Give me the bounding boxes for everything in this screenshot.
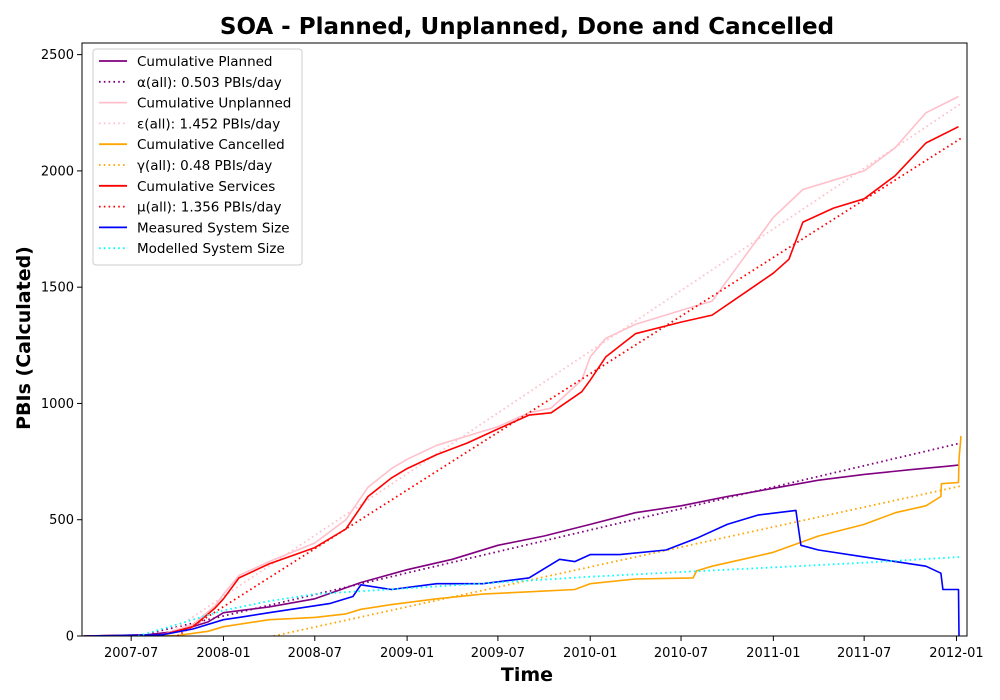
y-tick-label: 2000 (41, 164, 74, 179)
axes-frame (81, 42, 968, 637)
series-line-10 (137, 556, 962, 636)
legend: Cumulative Planned α(all): 0.503 PBIs/day… (92, 48, 303, 266)
legend-label: Measured System Size (137, 220, 290, 236)
series-line-8 (176, 137, 962, 636)
y-tick-label: 1500 (41, 281, 74, 296)
x-tick-label: 2008-01 (196, 646, 250, 661)
x-tick-label: 2007-07 (104, 646, 158, 661)
y-tick-label: 1000 (41, 397, 74, 412)
series-line-3 (83, 95, 959, 636)
plot-area (83, 95, 962, 636)
legend-label: ε(all): 1.452 PBIs/day (137, 116, 280, 132)
series-line-7 (83, 125, 959, 636)
legend-label: α(all): 0.503 PBIs/day (137, 75, 282, 91)
y-tick-label: 2500 (41, 48, 74, 63)
x-tick-label: 2010-01 (563, 646, 617, 661)
legend-label: Cumulative Cancelled (137, 137, 285, 153)
legend-label: Modelled System Size (137, 241, 285, 257)
x-tick-label: 2008-07 (288, 646, 342, 661)
x-tick-label: 2009-01 (380, 646, 434, 661)
y-axis-label: PBIs (Calculated) (13, 246, 35, 430)
y-tick-label: 500 (49, 513, 74, 528)
legend-label: μ(all): 1.356 PBIs/day (137, 200, 281, 216)
chart-title: SOA - Planned, Unplanned, Done and Cance… (220, 14, 834, 40)
series-line-1 (83, 464, 959, 636)
series-line-5 (83, 435, 962, 636)
legend-label: Cumulative Services (137, 179, 275, 195)
legend-label: Cumulative Unplanned (137, 96, 291, 112)
x-tick-label: 2011-01 (746, 646, 800, 661)
x-tick-label: 2009-07 (471, 646, 525, 661)
legend-box (92, 48, 303, 266)
x-axis-label: Time (501, 664, 553, 686)
axes: 2007-07 2008-01 2008-07 2009-01 2009-07 2010-… (41, 42, 984, 661)
x-tick-label: 2010-07 (654, 646, 708, 661)
x-tick-label: 2011-07 (837, 646, 891, 661)
legend-label: Cumulative Planned (137, 54, 273, 70)
series-line-2 (137, 442, 962, 636)
y-tick-label: 0 (66, 630, 74, 645)
series-line-6 (273, 485, 962, 636)
series-line-4 (163, 102, 962, 636)
legend-label: γ(all): 0.48 PBIs/day (137, 158, 272, 174)
series-line-9 (83, 509, 960, 636)
x-tick-label: 2012-01 (929, 646, 983, 661)
